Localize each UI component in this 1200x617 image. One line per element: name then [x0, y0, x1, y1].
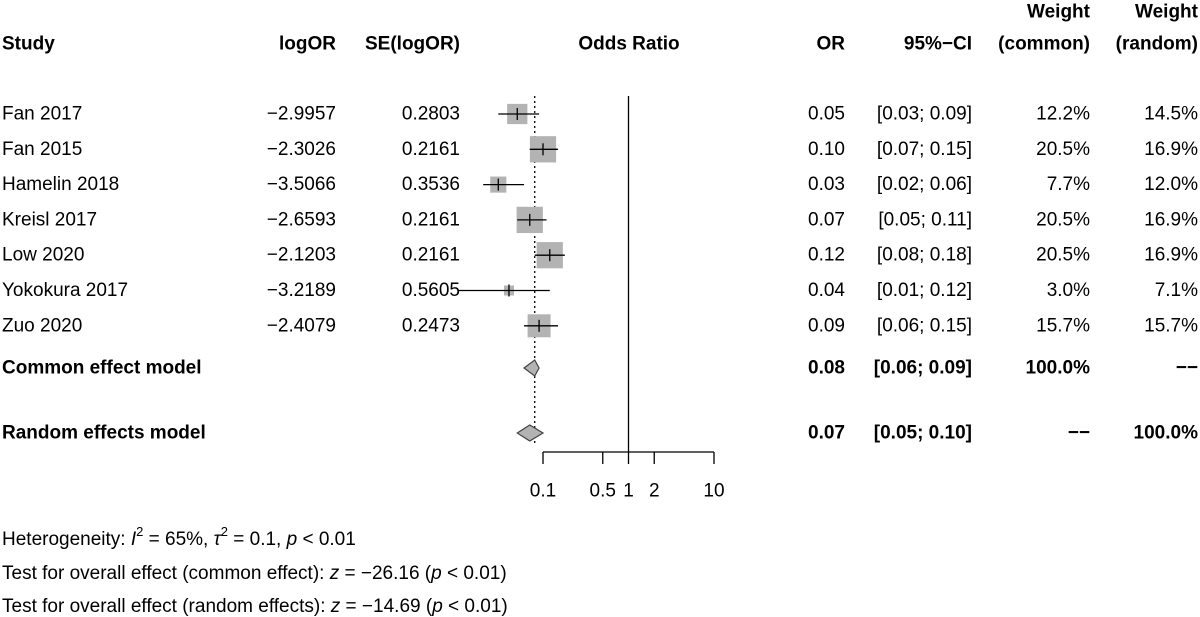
header-ci: 95%−CI	[904, 34, 972, 55]
ci-value: [0.05; 0.10]	[874, 423, 972, 444]
text: = −14.69 (	[340, 596, 433, 617]
weight-common: 100.0%	[1026, 358, 1091, 379]
logor: −2.1203	[267, 245, 336, 266]
ci-value: [0.06; 0.09]	[874, 358, 972, 379]
weight-common: 15.7%	[1036, 315, 1090, 336]
text: = −26.16 (	[339, 563, 432, 584]
ci-value: [0.05; 0.11]	[878, 209, 972, 230]
pooled-diamond	[516, 424, 545, 442]
model-name: Random effects model	[2, 423, 206, 444]
header-weight: Weight	[1027, 2, 1091, 23]
weight-random: −−	[1176, 358, 1198, 379]
weight-common: 20.5%	[1036, 245, 1090, 266]
text: Test for overall effect (random effects)…	[2, 596, 331, 617]
study-name: Yokokura 2017	[2, 280, 128, 301]
logor: −2.4079	[267, 315, 336, 336]
weight-common: 20.5%	[1036, 209, 1090, 230]
x-tick-label: 10	[703, 481, 724, 502]
logor: −2.9957	[267, 104, 336, 125]
text: p	[430, 563, 442, 584]
se: 0.5605	[402, 280, 460, 301]
or-value: 0.08	[808, 358, 845, 379]
weight-random: 16.9%	[1144, 139, 1198, 160]
study-name: Zuo 2020	[2, 315, 82, 336]
or-value: 0.03	[808, 174, 845, 195]
logor: −3.5066	[267, 174, 336, 195]
header-se: SE(logOR)	[365, 34, 460, 55]
weight-random: 16.9%	[1144, 245, 1198, 266]
or-value: 0.07	[808, 209, 845, 230]
weight-common: 12.2%	[1036, 104, 1090, 125]
text: = 65%,	[143, 529, 213, 550]
or-value: 0.05	[808, 104, 845, 125]
weight-random: 100.0%	[1134, 423, 1199, 444]
weight-random: 14.5%	[1144, 104, 1198, 125]
text: < 0.01	[297, 529, 356, 550]
or-value: 0.12	[808, 245, 845, 266]
text: < 0.01)	[443, 596, 508, 617]
model-name: Common effect model	[2, 358, 202, 379]
study-name: Hamelin 2018	[2, 174, 119, 195]
x-tick-label: 0.1	[530, 481, 556, 502]
text: < 0.01)	[442, 563, 507, 584]
study-name: Low 2020	[2, 245, 84, 266]
ci-value: [0.08; 0.18]	[877, 245, 972, 266]
text: p	[286, 529, 298, 550]
text: = 0.1,	[228, 529, 287, 550]
x-tick-label: 0.5	[590, 481, 616, 502]
text: Test for overall effect (common effect):	[2, 563, 330, 584]
pooled-diamond	[523, 359, 540, 377]
text: 2	[221, 524, 228, 539]
ci-value: [0.03; 0.09]	[877, 104, 972, 125]
weight-common: 7.7%	[1047, 174, 1090, 195]
logor: −2.3026	[267, 139, 336, 160]
study-name: Fan 2017	[2, 104, 82, 125]
weight-random: 15.7%	[1144, 315, 1198, 336]
weight-common: 3.0%	[1047, 280, 1090, 301]
header-plot: Odds Ratio	[578, 34, 679, 55]
ci-value: [0.02; 0.06]	[877, 174, 972, 195]
header-weight: (common)	[998, 34, 1090, 55]
study-name: Fan 2015	[2, 139, 82, 160]
weight-random: 7.1%	[1155, 280, 1198, 301]
weight-random: 16.9%	[1144, 209, 1198, 230]
se: 0.2803	[402, 104, 460, 125]
or-value: 0.07	[808, 423, 845, 444]
text: z	[330, 596, 341, 617]
text: 2	[136, 524, 143, 539]
header-logor: logOR	[279, 34, 336, 55]
weight-common: −−	[1068, 423, 1090, 444]
footnote: Test for overall effect (random effects)…	[2, 596, 508, 617]
header-study: Study	[2, 34, 55, 55]
footnote: Heterogeneity: I2 = 65%, τ2 = 0.1, p < 0…	[2, 524, 356, 550]
header-weight: Weight	[1135, 2, 1199, 23]
se: 0.2161	[402, 209, 460, 230]
weight-random: 12.0%	[1144, 174, 1198, 195]
ci-value: [0.07; 0.15]	[877, 139, 972, 160]
or-value: 0.10	[808, 139, 845, 160]
x-tick-label: 1	[623, 481, 634, 502]
se: 0.2473	[402, 315, 460, 336]
se: 0.2161	[402, 245, 460, 266]
or-value: 0.09	[808, 315, 845, 336]
footnote: Test for overall effect (common effect):…	[2, 563, 507, 584]
header-weight: (random)	[1116, 34, 1198, 55]
ci-value: [0.01; 0.12]	[877, 280, 972, 301]
x-tick-label: 2	[649, 481, 660, 502]
se: 0.2161	[402, 139, 460, 160]
header-or: OR	[817, 34, 846, 55]
text: Heterogeneity:	[2, 529, 131, 550]
logor: −3.2189	[267, 280, 336, 301]
text: z	[329, 563, 340, 584]
or-value: 0.04	[808, 280, 845, 301]
study-name: Kreisl 2017	[2, 209, 97, 230]
text: τ	[214, 529, 223, 550]
se: 0.3536	[402, 174, 460, 195]
text: I	[131, 529, 137, 550]
weight-common: 20.5%	[1036, 139, 1090, 160]
text: p	[431, 596, 443, 617]
logor: −2.6593	[267, 209, 336, 230]
ci-value: [0.06; 0.15]	[877, 315, 972, 336]
